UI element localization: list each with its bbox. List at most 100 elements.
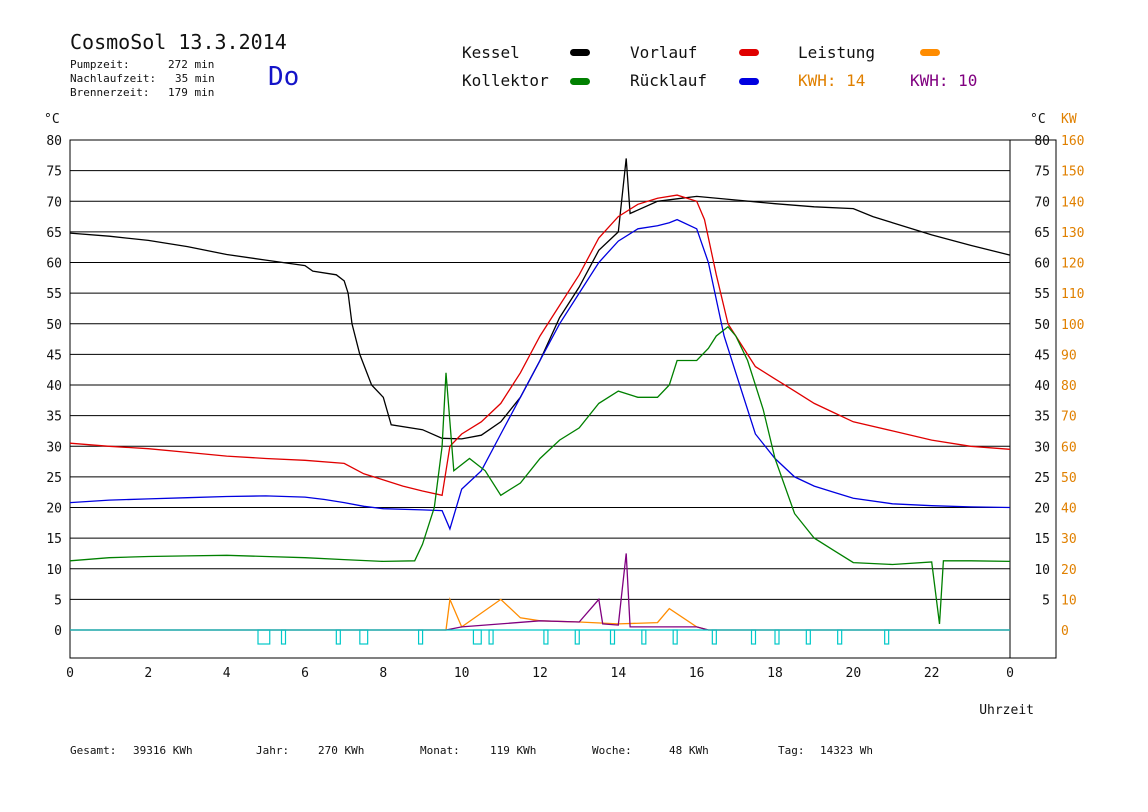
legend-vorlauf-label: Vorlauf bbox=[630, 43, 698, 62]
y-tick-left-20: 20 bbox=[46, 502, 62, 517]
y-tick-left-65: 65 bbox=[46, 226, 62, 241]
x-tick-0: 0 bbox=[66, 666, 74, 681]
chart-title: CosmoSol 13.3.2014 bbox=[70, 30, 287, 54]
pump-marker-1 bbox=[280, 629, 287, 645]
y-tick-left-45: 45 bbox=[46, 348, 62, 363]
legend-ruecklauf-swatch bbox=[739, 78, 759, 85]
footer-jahr-label: Jahr: bbox=[256, 744, 290, 757]
x-tick-2: 4 bbox=[223, 666, 231, 681]
y-tick-left-35: 35 bbox=[46, 410, 62, 425]
pump-marker-10 bbox=[641, 629, 647, 645]
info-nachlaufzeit-value: 35 min bbox=[175, 72, 215, 85]
pump-marker-13 bbox=[750, 629, 757, 645]
y-tick-right-c-80: 80 bbox=[1034, 134, 1050, 149]
footer-gesamt-label: Gesamt: bbox=[70, 744, 117, 757]
y-tick-right-kw-110: 110 bbox=[1061, 287, 1084, 302]
y-tick-right-c-30: 30 bbox=[1034, 440, 1050, 455]
pump-marker-4 bbox=[417, 629, 424, 645]
pump-marker-14 bbox=[774, 629, 780, 645]
info-brennerzeit-value: 179 min bbox=[168, 86, 215, 99]
y-tick-right-kw-150: 150 bbox=[1061, 165, 1084, 180]
y-axis-label-right-kw: KW bbox=[1061, 112, 1077, 127]
x-tick-5: 10 bbox=[454, 666, 470, 681]
legend-kwh-purple: KWH: 10 bbox=[910, 71, 978, 90]
y-tick-left-10: 10 bbox=[46, 563, 62, 578]
footer-woche-label: Woche: bbox=[592, 744, 632, 757]
series-line-leistung bbox=[70, 596, 1010, 631]
y-tick-right-c-40: 40 bbox=[1034, 379, 1050, 394]
legend-kessel-swatch bbox=[570, 49, 590, 56]
footer-jahr-value: 270 KWh bbox=[318, 744, 365, 757]
y-tick-left-5: 5 bbox=[54, 593, 62, 608]
y-tick-left-25: 25 bbox=[46, 471, 62, 486]
y-tick-right-kw-10: 10 bbox=[1061, 593, 1077, 608]
y-tick-right-kw-50: 50 bbox=[1061, 471, 1077, 486]
legend-vorlauf-swatch bbox=[739, 49, 759, 56]
info-nachlaufzeit-label: Nachlaufzeit: bbox=[70, 72, 157, 85]
legend-kessel-label: Kessel bbox=[462, 43, 520, 62]
x-tick-4: 8 bbox=[379, 666, 387, 681]
y-tick-left-60: 60 bbox=[46, 257, 62, 272]
y-tick-right-kw-90: 90 bbox=[1061, 348, 1077, 363]
y-tick-right-kw-120: 120 bbox=[1061, 257, 1084, 272]
y-tick-left-75: 75 bbox=[46, 165, 62, 180]
legend-kwh-orange: KWH: 14 bbox=[798, 71, 866, 90]
y-axis-label-left: °C bbox=[44, 112, 60, 127]
y-tick-right-c-55: 55 bbox=[1034, 287, 1050, 302]
y-tick-left-40: 40 bbox=[46, 379, 62, 394]
y-tick-right-kw-20: 20 bbox=[1061, 563, 1077, 578]
info-pumpzeit-value: 272 min bbox=[168, 58, 215, 71]
y-tick-left-80: 80 bbox=[46, 134, 62, 149]
pump-marker-3 bbox=[359, 629, 369, 645]
legend-leistung-swatch bbox=[920, 49, 940, 56]
y-tick-right-c-20: 20 bbox=[1034, 502, 1050, 517]
info-pumpzeit-label: Pumpzeit: bbox=[70, 58, 130, 71]
y-tick-right-c-60: 60 bbox=[1034, 257, 1050, 272]
pump-marker-5 bbox=[472, 629, 482, 645]
footer-monat-value: 119 KWh bbox=[490, 744, 537, 757]
pump-marker-0 bbox=[257, 629, 271, 645]
y-tick-right-c-5: 5 bbox=[1042, 593, 1050, 608]
y-tick-right-kw-0: 0 bbox=[1061, 624, 1069, 639]
pump-marker-16 bbox=[837, 629, 843, 645]
pump-marker-7 bbox=[543, 629, 549, 645]
x-tick-1: 2 bbox=[144, 666, 152, 681]
y-tick-right-kw-30: 30 bbox=[1061, 532, 1077, 547]
pump-marker-9 bbox=[609, 629, 616, 645]
pump-marker-12 bbox=[711, 629, 717, 645]
footer-tag-value: 14323 Wh bbox=[820, 744, 873, 757]
pump-marker-6 bbox=[488, 629, 494, 645]
pump-marker-8 bbox=[574, 629, 580, 645]
x-axis-label: Uhrzeit bbox=[979, 703, 1034, 718]
legend-ruecklauf-label: Rücklauf bbox=[630, 71, 708, 90]
footer-monat-label: Monat: bbox=[420, 744, 460, 757]
x-tick-8: 16 bbox=[689, 666, 705, 681]
y-tick-right-c-50: 50 bbox=[1034, 318, 1050, 333]
y-tick-right-kw-60: 60 bbox=[1061, 440, 1077, 455]
info-brennerzeit-label: Brennerzeit: bbox=[70, 86, 150, 99]
series-line-kwh bbox=[70, 553, 1010, 631]
pump-marker-17 bbox=[884, 629, 890, 645]
x-tick-10: 20 bbox=[846, 666, 862, 681]
footer-gesamt-value: 39316 KWh bbox=[133, 744, 193, 757]
series-line-vorlauf bbox=[69, 194, 1011, 497]
legend-leistung-label: Leistung bbox=[798, 43, 876, 62]
y-tick-right-kw-130: 130 bbox=[1061, 226, 1084, 241]
y-tick-right-c-25: 25 bbox=[1034, 471, 1050, 486]
x-tick-3: 6 bbox=[301, 666, 309, 681]
y-tick-right-kw-140: 140 bbox=[1061, 195, 1084, 210]
y-tick-right-c-70: 70 bbox=[1034, 195, 1050, 210]
series-line-kollektor bbox=[69, 325, 1011, 624]
pump-marker-15 bbox=[805, 629, 811, 645]
y-tick-left-15: 15 bbox=[46, 532, 62, 547]
y-tick-right-kw-160: 160 bbox=[1061, 134, 1084, 149]
y-tick-right-c-35: 35 bbox=[1034, 410, 1050, 425]
y-tick-left-50: 50 bbox=[46, 318, 62, 333]
legend-kollektor-label: Kollektor bbox=[462, 71, 549, 90]
x-tick-11: 22 bbox=[924, 666, 940, 681]
weekday-label: Do bbox=[268, 62, 300, 92]
series-line-rcklauf bbox=[69, 218, 1011, 531]
y-tick-right-kw-70: 70 bbox=[1061, 410, 1077, 425]
y-tick-left-30: 30 bbox=[46, 440, 62, 455]
